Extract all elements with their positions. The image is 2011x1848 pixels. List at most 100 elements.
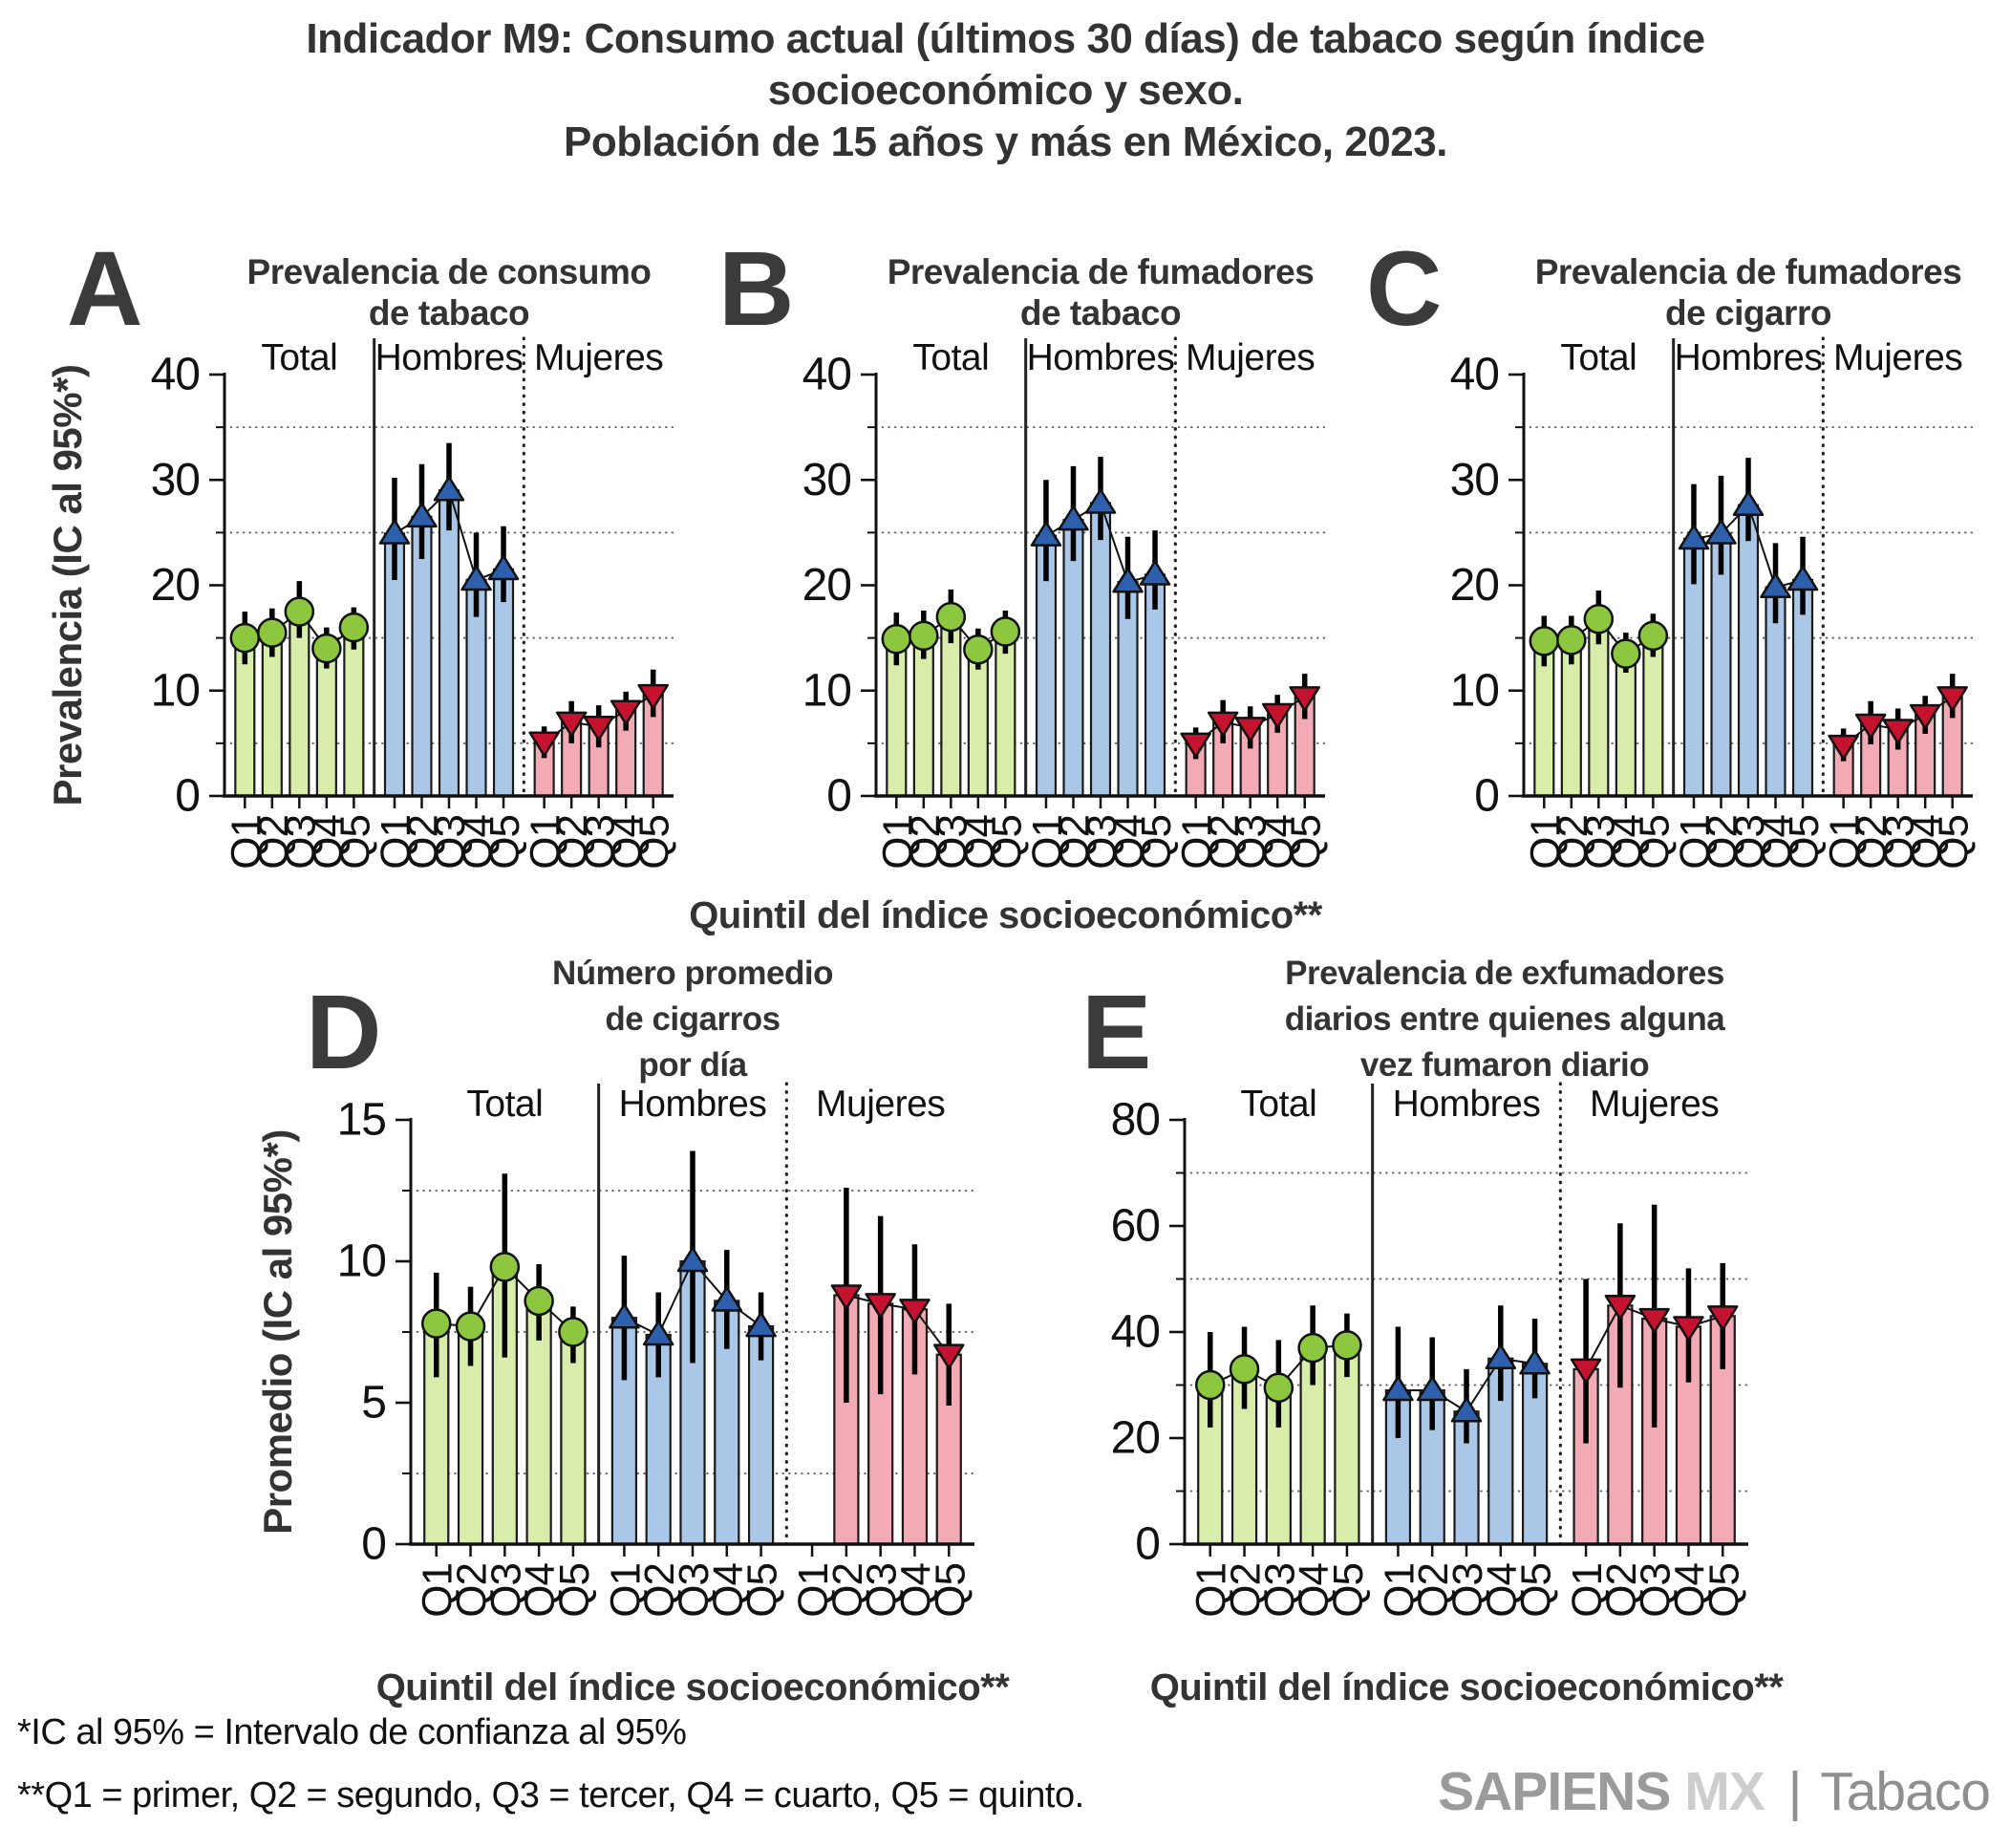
y-tick-label-10: 10 bbox=[337, 1236, 386, 1287]
bar-total-q2 bbox=[912, 634, 934, 798]
x-tick-label-total-q5: Q5 bbox=[551, 1563, 598, 1618]
y-tick-label-10: 10 bbox=[802, 665, 851, 716]
x-tick-label-mujeres-q1: Q1 bbox=[523, 815, 569, 870]
marker-total-q4 bbox=[963, 634, 994, 665]
x-tick-label-total-q1: Q1 bbox=[1522, 815, 1569, 870]
y-tick-label-40: 40 bbox=[1450, 350, 1499, 400]
y-tick-label-0: 0 bbox=[361, 1519, 386, 1570]
x-tick-label-total-q1: Q1 bbox=[1188, 1563, 1235, 1618]
marker-mujeres-q2 bbox=[555, 711, 588, 738]
y-tick-label-10: 10 bbox=[151, 665, 200, 716]
x-tick-label-mujeres-q1: Q1 bbox=[790, 1563, 837, 1618]
x-tick-label-hombres-q3: Q3 bbox=[427, 815, 474, 870]
panel-letter-d: D bbox=[306, 974, 381, 1091]
y-tick-label-30: 30 bbox=[1450, 455, 1499, 505]
bar-total-q3 bbox=[289, 610, 310, 798]
x-tick-label-hombres-q2: Q2 bbox=[399, 815, 446, 870]
y-tick-label-20: 20 bbox=[1111, 1413, 1160, 1464]
marker-hombres-q3 bbox=[1450, 1397, 1483, 1423]
marker-mujeres-q1 bbox=[1570, 1358, 1602, 1385]
marker-total-q4 bbox=[524, 1285, 554, 1317]
x-tick-label-total-q3: Q3 bbox=[1576, 815, 1623, 870]
panel-title-line-2: de cigarro bbox=[1665, 293, 1831, 333]
title-line-2: socioeconómico y sexo. bbox=[767, 67, 1244, 114]
group-label-hombres: Hombres bbox=[375, 337, 524, 378]
y-tick-label-10: 10 bbox=[1450, 665, 1499, 716]
x-tick-label-mujeres-q4: Q4 bbox=[1903, 814, 1950, 869]
x-tick-label-hombres-q4: Q4 bbox=[455, 814, 502, 869]
x-tick-label-mujeres-q4: Q4 bbox=[604, 814, 651, 869]
x-tick-label-mujeres-q4: Q4 bbox=[1666, 1562, 1713, 1617]
bar-total-q5 bbox=[560, 1330, 587, 1546]
x-tick-label-mujeres-q5: Q5 bbox=[1283, 815, 1330, 870]
marker-total-q2 bbox=[1556, 625, 1587, 655]
marker-mujeres-q4 bbox=[899, 1299, 931, 1324]
marker-mujeres-q5 bbox=[933, 1343, 965, 1369]
y-tick-label-80: 80 bbox=[1111, 1095, 1160, 1146]
x-tick-label-hombres-q5: Q5 bbox=[1133, 815, 1180, 870]
x-tick-label-total-q4: Q4 bbox=[305, 814, 352, 869]
marker-hombres-q5 bbox=[1786, 565, 1819, 591]
x-tick-label-hombres-q1: Q1 bbox=[373, 815, 419, 870]
x-tick-label-hombres-q5: Q5 bbox=[481, 815, 528, 870]
chart-panel-e: 0 20 40 60 80 Q1 Q2 Q3 Q4 Q5 Q1 Q2 Q3 Q4 Q5 Q1 Q2 Q3 Q4 Q5 T… bbox=[1070, 955, 1968, 1691]
x-tick-label-mujeres-q5: Q5 bbox=[927, 1563, 973, 1618]
marker-mujeres-q5 bbox=[1707, 1305, 1739, 1331]
y-tick-label-15: 15 bbox=[337, 1095, 386, 1146]
panel-letter-b: B bbox=[718, 230, 794, 348]
x-tick-label-mujeres-q5: Q5 bbox=[631, 815, 678, 870]
marker-hombres-q5 bbox=[745, 1311, 777, 1338]
x-tick-label-total-q1: Q1 bbox=[223, 815, 269, 870]
marker-total-q5 bbox=[338, 612, 370, 643]
marker-total-q2 bbox=[455, 1311, 486, 1342]
marker-mujeres-q5 bbox=[1936, 686, 1968, 712]
panel-letter-a: A bbox=[67, 230, 142, 348]
y-tick-label-20: 20 bbox=[802, 560, 851, 611]
marker-mujeres-q2 bbox=[830, 1284, 863, 1310]
marker-total-q3 bbox=[284, 596, 315, 627]
marker-total-q1 bbox=[881, 623, 912, 655]
marker-mujeres-q4 bbox=[1673, 1316, 1704, 1342]
marker-hombres-q3 bbox=[433, 476, 465, 502]
y-tick-label-30: 30 bbox=[802, 455, 851, 505]
x-tick-label-hombres-q1: Q1 bbox=[1376, 1563, 1423, 1618]
marker-hombres-q2 bbox=[1416, 1375, 1448, 1402]
marker-total-q1 bbox=[229, 622, 261, 654]
marker-total-q3 bbox=[489, 1252, 521, 1282]
y-tick-label-0: 0 bbox=[826, 771, 851, 822]
marker-hombres-q3 bbox=[1084, 488, 1117, 514]
marker-hombres-q4 bbox=[1760, 572, 1791, 598]
bar-total-q4 bbox=[967, 648, 989, 798]
group-label-hombres: Hombres bbox=[619, 1084, 767, 1125]
marker-hombres-q3 bbox=[1732, 490, 1765, 516]
x-tick-label-total-q5: Q5 bbox=[1325, 1563, 1372, 1618]
bar-total-q5 bbox=[1334, 1343, 1360, 1546]
marker-mujeres-q2 bbox=[1207, 711, 1239, 738]
marker-mujeres-q3 bbox=[865, 1293, 896, 1319]
bar-total-q4 bbox=[315, 647, 337, 798]
x-tick-label-hombres-q3: Q3 bbox=[671, 1563, 717, 1618]
y-tick-label-5: 5 bbox=[361, 1378, 386, 1429]
marker-mujeres-q1 bbox=[528, 731, 560, 758]
group-label-mujeres: Mujeres bbox=[1833, 337, 1962, 378]
x-tick-label-hombres-q2: Q2 bbox=[1699, 815, 1745, 870]
brand-logo: SAPIENS MX | Tabaco bbox=[1438, 1760, 1991, 1823]
marker-mujeres-q5 bbox=[637, 683, 669, 710]
panel-title-line-1: Prevalencia de fumadores bbox=[888, 252, 1315, 291]
group-label-mujeres: Mujeres bbox=[1590, 1084, 1719, 1125]
marker-hombres-q1 bbox=[1030, 521, 1062, 547]
marker-total-q1 bbox=[1194, 1369, 1226, 1401]
marker-total-q1 bbox=[420, 1308, 452, 1339]
chart-panel-a: 0 10 20 30 40 Q1 Q2 Q3 Q4 Q5 Q1 Q2 Q3 Q4 Q5 Q1 Q2 Q3 Q4 Q5 T… bbox=[38, 229, 678, 913]
marker-mujeres-q3 bbox=[583, 715, 614, 741]
panel-title-line-1: Número promedio bbox=[552, 956, 833, 992]
marker-hombres-q5 bbox=[1519, 1349, 1551, 1375]
y-tick-label-40: 40 bbox=[802, 350, 851, 400]
xlabel-row1: Quintil del índice socioeconómico** bbox=[689, 894, 1322, 936]
chart-panel-c: 0 10 20 30 40 Q1 Q2 Q3 Q4 Q5 Q1 Q2 Q3 Q4 Q5 Q1 Q2 Q3 Q4 Q5 T… bbox=[1337, 229, 1978, 913]
marker-mujeres-q3 bbox=[1234, 717, 1266, 742]
bar-hombres-q3 bbox=[438, 489, 460, 798]
y-axis-label: Promedio (IC al 95%*) bbox=[255, 1129, 300, 1535]
x-tick-label-total-q1: Q1 bbox=[415, 1563, 461, 1618]
bar-hombres-q3 bbox=[1089, 502, 1112, 798]
